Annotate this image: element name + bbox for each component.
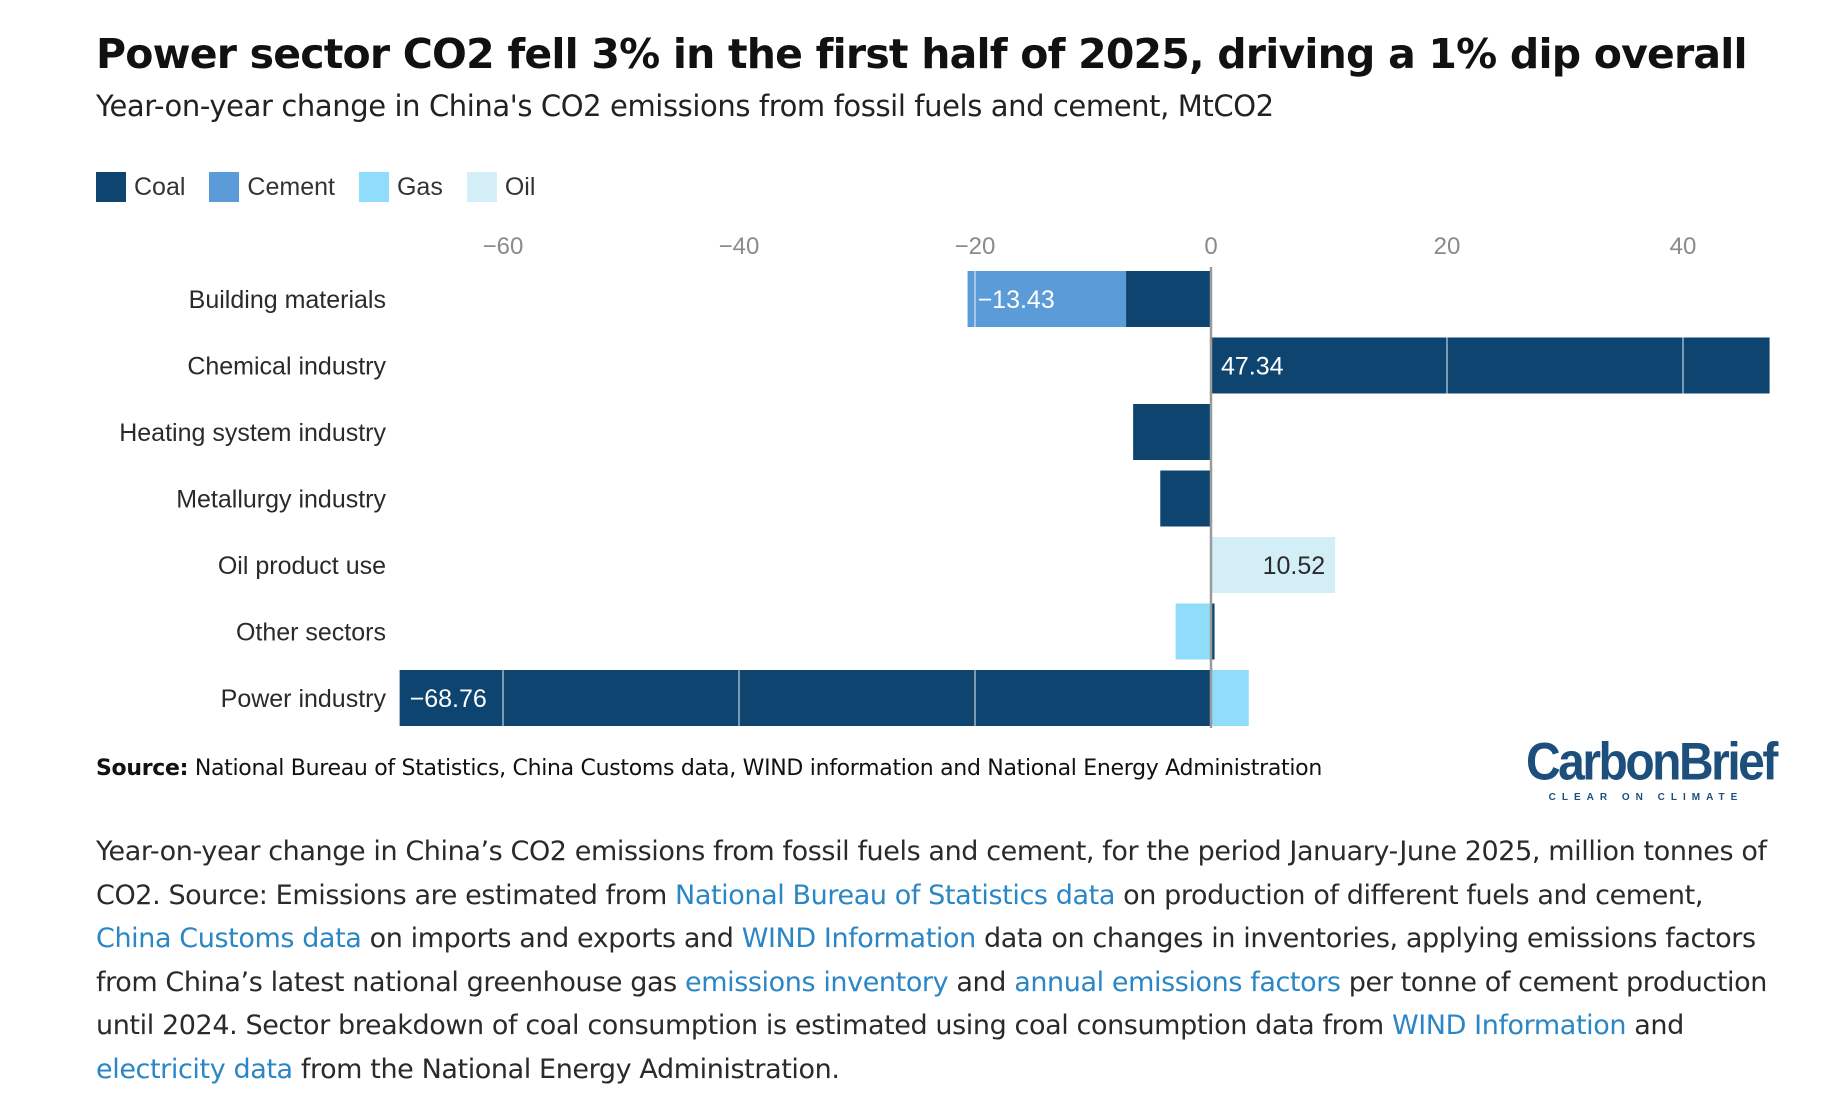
caption-text-1: Year-on-year change in China’s CO2 emiss… (96, 836, 1767, 911)
caption-text-5: and (948, 966, 1015, 998)
caption-text-8: from the National Energy Administration. (292, 1053, 840, 1085)
legend-label-oil: Oil (504, 172, 536, 201)
data-label-chemical-industry: 47.34 (1221, 353, 1284, 381)
category-label-other-sectors: Other sectors (236, 619, 386, 647)
caption-text-6: per tonne of cement production until 202… (96, 966, 1767, 1042)
legend-swatch-gas (358, 172, 389, 202)
logo-wordmark: CarbonBrief (1526, 733, 1778, 792)
caption-text-2: on production of different fuels and cem… (1114, 879, 1704, 911)
legend-swatch-oil (466, 172, 497, 202)
source-text: National Bureau of Statistics, China Cus… (188, 756, 1322, 781)
category-label-chemical-industry: Chemical industry (187, 353, 386, 381)
header: Power sector CO2 fell 3% in the first ha… (96, 26, 1776, 126)
chart-title: Power sector CO2 fell 3% in the first ha… (96, 30, 1748, 78)
data-label-building-materials: −13.43 (978, 286, 1055, 314)
bar-oil-product-use-oil (1211, 537, 1336, 593)
bar-chart: −60 −40 −20 0 20 40 Building materials Chemical… (119, 233, 1770, 728)
logo-tagline: CLEAR ON CLIMATE (1548, 792, 1744, 803)
source-note: Source: National Bureau of Statistics, C… (96, 756, 1322, 781)
legend-item-oil: Oil (466, 172, 536, 202)
bar-metallurgy-industry-coal (1160, 470, 1211, 527)
link-china-customs-data[interactable]: China Customs data (96, 923, 362, 954)
link-wind-information-2[interactable]: WIND Information (1391, 1010, 1627, 1041)
bar-heating-system-industry-coal (1133, 404, 1211, 460)
x-tick-label: −60 (483, 233, 524, 260)
source-label: Source: (96, 756, 189, 781)
x-tick-label: −40 (719, 233, 760, 260)
category-label-heating-system-industry: Heating system industry (119, 419, 386, 447)
category-label-metallurgy-industry: Metallurgy industry (176, 486, 386, 514)
caption-text-7: and (1626, 1010, 1684, 1041)
bar-other-sectors-coal (1211, 603, 1215, 660)
bar-power-industry-gas (1211, 670, 1249, 726)
bar-other-sectors-gas (1175, 603, 1211, 660)
chart-subtitle: Year-on-year change in China's CO2 emiss… (96, 89, 1274, 123)
x-tick-label: −20 (955, 233, 996, 260)
bar-building-materials-coal (1126, 271, 1211, 327)
link-emissions-inventory[interactable]: emissions inventory (684, 966, 949, 998)
link-nbs-data[interactable]: National Bureau of Statistics data (675, 879, 1115, 911)
legend: Coal Cement Gas Oil (96, 172, 559, 202)
category-label-oil-product-use: Oil product use (218, 552, 386, 580)
link-wind-information[interactable]: WIND Information (741, 923, 977, 954)
x-tick-label: 20 (1434, 233, 1461, 260)
bar-building-materials-cement (967, 271, 1127, 327)
link-electricity-data[interactable]: electricity data (96, 1053, 293, 1085)
legend-label-coal: Coal (134, 172, 186, 201)
carbonbrief-logo: CarbonBrief CLEAR ON CLIMATE (1526, 733, 1778, 803)
category-label-power-industry: Power industry (221, 685, 387, 713)
legend-item-cement: Cement (209, 172, 335, 202)
data-label-oil-product-use: 10.52 (1263, 552, 1326, 580)
bar-power-industry-coal (399, 670, 1212, 726)
legend-swatch-coal (96, 172, 126, 202)
legend-swatch-cement (209, 172, 240, 202)
x-tick-label: 40 (1670, 233, 1697, 260)
x-tick-label: 0 (1204, 233, 1217, 260)
bar-chemical-industry-coal (1211, 337, 1770, 394)
figure-caption: Year-on-year change in China’s CO2 emiss… (96, 830, 1786, 1091)
legend-item-gas: Gas (358, 172, 443, 202)
data-label-power-industry: −68.76 (410, 685, 487, 713)
legend-label-cement: Cement (247, 172, 335, 201)
legend-item-coal: Coal (96, 172, 185, 202)
caption-text-3: on imports and exports and (361, 923, 742, 954)
caption-text-4: data on changes in inventories, applying… (96, 923, 1756, 998)
category-label-building-materials: Building materials (189, 286, 386, 314)
legend-label-gas: Gas (396, 172, 443, 201)
link-annual-emissions-factors[interactable]: annual emissions factors (1014, 966, 1341, 998)
